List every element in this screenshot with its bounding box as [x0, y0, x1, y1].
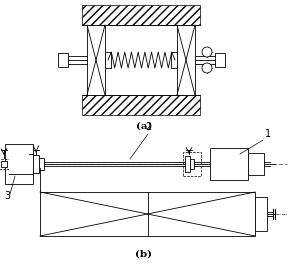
Bar	[58, 53, 68, 67]
Circle shape	[202, 47, 212, 57]
Bar	[87, 25, 105, 95]
Text: 3: 3	[4, 191, 10, 201]
Text: 1: 1	[265, 129, 271, 139]
Bar	[210, 148, 248, 180]
Bar	[190, 159, 194, 169]
Bar	[9, 154, 29, 174]
Text: 2: 2	[145, 122, 151, 132]
Bar	[105, 52, 111, 68]
Bar	[1, 161, 7, 167]
Bar	[82, 95, 200, 115]
Bar	[215, 53, 225, 67]
Bar	[82, 5, 200, 25]
Bar	[0, 159, 9, 169]
Bar	[185, 156, 190, 172]
Bar	[33, 155, 39, 173]
Text: (a): (a)	[136, 122, 152, 131]
Bar	[5, 144, 33, 184]
Bar	[248, 153, 264, 175]
Bar	[171, 52, 177, 68]
Bar	[40, 192, 255, 236]
Bar	[183, 152, 201, 176]
Bar	[255, 197, 267, 231]
Circle shape	[202, 63, 212, 73]
Text: (b): (b)	[136, 250, 153, 259]
Bar	[39, 158, 44, 170]
Bar	[177, 25, 195, 95]
